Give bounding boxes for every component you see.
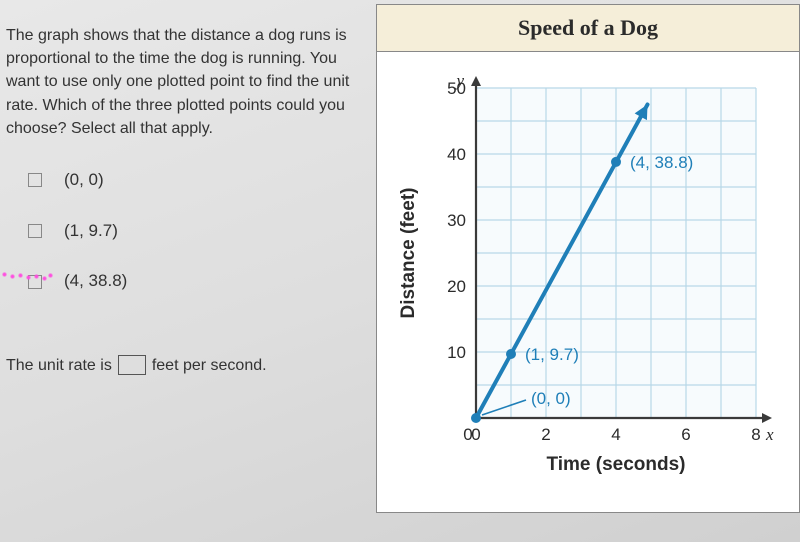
svg-text:(0, 0): (0, 0) [531, 389, 571, 408]
checkbox-icon[interactable] [28, 173, 42, 187]
svg-text:(4, 38.8): (4, 38.8) [630, 153, 693, 172]
svg-text:40: 40 [447, 145, 466, 164]
question-prompt: The graph shows that the distance a dog … [6, 24, 366, 140]
svg-text:10: 10 [447, 343, 466, 362]
checkbox-icon[interactable] [28, 275, 42, 289]
svg-text:x: x [765, 425, 774, 444]
unit-rate-suffix: feet per second. [152, 354, 267, 377]
option-1-9-7[interactable]: (1, 9.7) [28, 219, 366, 244]
svg-text:20: 20 [447, 277, 466, 296]
svg-text:4: 4 [611, 425, 620, 444]
svg-text:2: 2 [541, 425, 550, 444]
option-0-0[interactable]: (0, 0) [28, 168, 366, 193]
option-label: (1, 9.7) [64, 219, 118, 244]
option-label: (0, 0) [64, 168, 104, 193]
svg-text:6: 6 [681, 425, 690, 444]
option-label: (4, 38.8) [64, 269, 127, 294]
svg-text:8: 8 [751, 425, 760, 444]
unit-rate-sentence: The unit rate is feet per second. [6, 354, 366, 377]
unit-rate-input[interactable] [118, 355, 146, 375]
svg-text:0: 0 [463, 425, 472, 444]
svg-text:Distance (feet): Distance (feet) [398, 188, 419, 319]
svg-text:(1, 9.7): (1, 9.7) [525, 345, 579, 364]
speed-of-dog-chart: 0246810203040500yx(0, 0)(1, 9.7)(4, 38.8… [381, 68, 781, 508]
svg-text:30: 30 [447, 211, 466, 230]
svg-text:y: y [454, 71, 464, 90]
chart-card: Speed of a Dog 0246810203040500yx(0, 0)(… [376, 4, 800, 513]
checkbox-icon[interactable] [28, 224, 42, 238]
options-group: (0, 0) (1, 9.7) (4, 38.8) [6, 168, 366, 294]
svg-text:Time (seconds): Time (seconds) [546, 454, 685, 475]
option-4-38-8[interactable]: (4, 38.8) [28, 269, 366, 294]
unit-rate-prefix: The unit rate is [6, 354, 112, 377]
chart-title: Speed of a Dog [377, 5, 799, 52]
